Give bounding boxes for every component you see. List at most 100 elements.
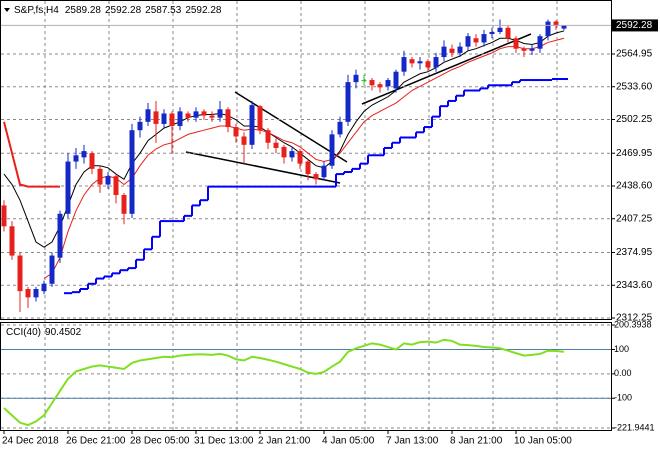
x-tick-label: 7 Jan 13:00: [386, 436, 439, 447]
candle-body: [305, 161, 311, 175]
x-tick-label: 4 Jan 05:00: [322, 436, 375, 447]
candle-body: [425, 61, 431, 68]
main-panel: [0, 0, 612, 320]
y-tick-label: 200.3938: [614, 319, 652, 329]
candle-body: [41, 283, 47, 292]
candle-body: [169, 113, 175, 127]
header: S&P,fs,H4 2589.28 2592.28 2587.53 2592.28: [14, 5, 222, 16]
cci-line: [3, 338, 565, 427]
candle-body: [113, 176, 119, 195]
cci-panel: [0, 322, 612, 431]
x-tick-label: 24 Dec 2018: [2, 436, 59, 447]
candle-body: [209, 115, 215, 118]
candle-body: [257, 106, 263, 131]
candle-body: [369, 80, 375, 86]
cci-value: 90.4502: [45, 327, 82, 338]
y-tick-label: 2469.95: [616, 148, 653, 159]
candle-body: [153, 111, 159, 124]
candle-body: [241, 136, 247, 145]
indicator-line: [3, 121, 60, 188]
candle-body: [337, 121, 343, 135]
candle-body: [377, 84, 383, 88]
candle-body: [449, 48, 455, 53]
x-tick-label: 8 Jan 21:00: [450, 436, 503, 447]
candle-body: [33, 289, 39, 298]
y-tick-label: 2564.95: [616, 49, 653, 60]
candle-body: [313, 174, 319, 180]
candle-body: [161, 113, 167, 124]
plot: 2564.95 2533.60 2502.25 2469.95 2438.60 2407.…: [1, 19, 658, 447]
indicator-line: [43, 37, 565, 279]
y-tick-label: 2438.60: [616, 181, 653, 192]
low-value: 2587.53: [145, 5, 182, 16]
high-value: 2592.28: [105, 5, 142, 16]
y-tick-label: 0.00: [614, 368, 632, 378]
candle-body: [385, 80, 391, 87]
candle-body: [129, 130, 135, 214]
candle-body: [409, 59, 415, 64]
candle-body: [49, 255, 55, 284]
y-tick-label: 2533.60: [616, 81, 653, 92]
candle-body: [297, 151, 303, 164]
candle-body: [401, 57, 407, 72]
x-tick-label: 26 Dec 21:00: [66, 436, 126, 447]
x-tick-label: 10 Jan 05:00: [514, 436, 572, 447]
candle-body: [121, 194, 127, 214]
y-tick-label: 2312.25: [616, 313, 653, 324]
y-tick-label: 100: [614, 344, 629, 354]
candle-body: [265, 130, 271, 143]
open-value: 2589.28: [65, 5, 102, 16]
candle-body: [321, 165, 327, 178]
candle-body: [97, 168, 103, 185]
candle-body: [233, 127, 239, 137]
candle-body: [201, 111, 207, 116]
x-tick-label: 28 Dec 05:00: [130, 436, 190, 447]
menu-arrow: [4, 8, 10, 12]
candle-body: [65, 161, 71, 214]
candle-body: [529, 48, 535, 51]
candle-body: [481, 34, 487, 43]
current-price-label: 2592.28: [616, 20, 653, 31]
candle-body: [561, 25, 567, 29]
candle-body: [193, 111, 199, 118]
candle-body: [497, 27, 503, 32]
cci-header: CCI(40) 90.4502: [6, 327, 82, 338]
candle-body: [89, 153, 95, 169]
y-tick-label: -221.9441: [614, 422, 655, 432]
candle-body: [217, 109, 223, 118]
y-tick-label: 2407.25: [616, 213, 653, 224]
y-tick-label: -100: [614, 393, 632, 403]
candle-body: [185, 113, 191, 118]
trendline: [234, 91, 348, 163]
candle-body: [457, 46, 463, 53]
y-tick-label: 2502.25: [616, 114, 653, 125]
candle-body: [353, 74, 359, 83]
candle-body: [361, 80, 367, 82]
candle-body: [105, 176, 111, 185]
candle-body: [9, 226, 15, 256]
candle-body: [25, 289, 31, 298]
candle-body: [57, 213, 63, 258]
x-tick-label: 31 Dec 13:00: [194, 436, 254, 447]
candle-body: [17, 255, 23, 292]
candle-body: [441, 46, 447, 58]
candle-body: [249, 105, 255, 145]
candle-body: [521, 48, 527, 51]
x-tick-label: 2 Jan 21:00: [258, 436, 311, 447]
candle-body: [417, 61, 423, 64]
candle-body: [81, 151, 87, 158]
candle-body: [545, 21, 551, 37]
candle-body: [1, 205, 7, 227]
candle-body: [273, 142, 279, 148]
candle-body: [537, 36, 543, 49]
candle-body: [433, 57, 439, 68]
candle-body: [329, 134, 335, 166]
candle-body: [465, 36, 471, 47]
candle-body: [505, 27, 511, 39]
candle-body: [473, 38, 479, 43]
candle-body: [137, 121, 143, 131]
candle-body: [289, 151, 295, 158]
symbol: S&P,fs,H4: [14, 5, 59, 16]
current-price-box: [612, 19, 658, 32]
